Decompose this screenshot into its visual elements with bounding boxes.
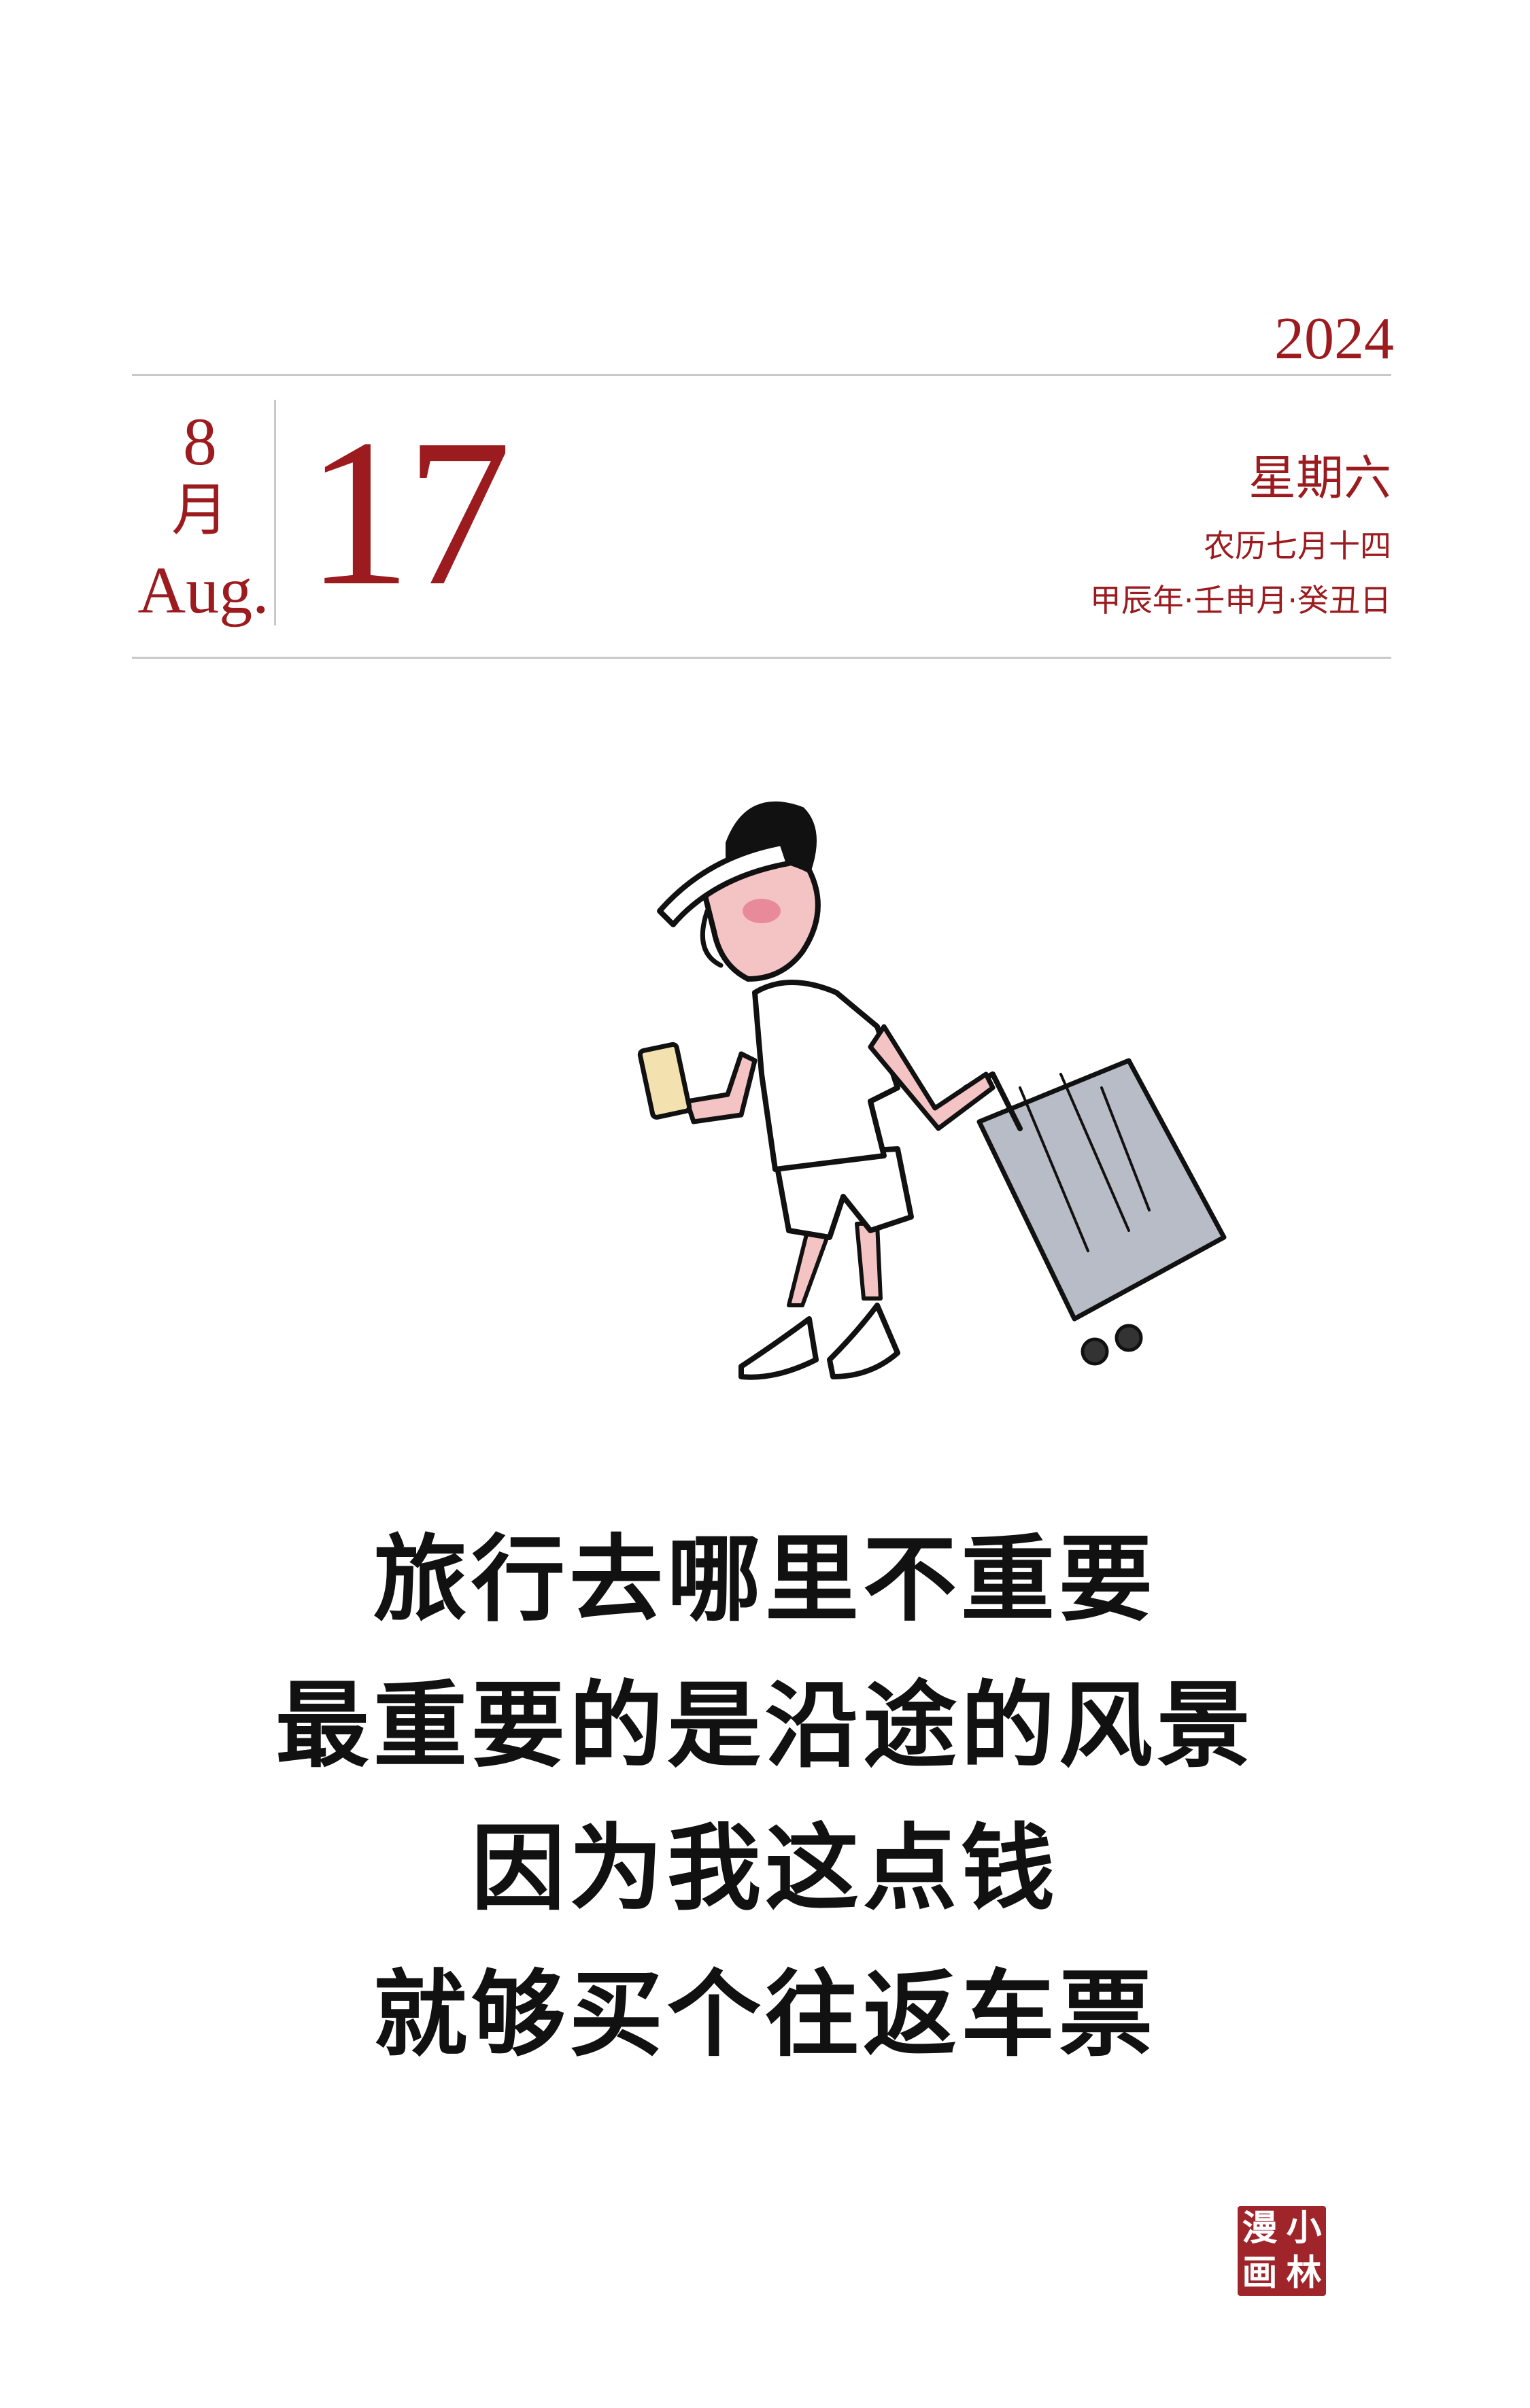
verse-line-1: 旅行去哪里不重要 (373, 1525, 1157, 1634)
shirt-icon (752, 980, 900, 1172)
seal-char: 林 (1286, 2253, 1322, 2294)
bottom-divider (132, 657, 1391, 659)
suitcase-icon (963, 1058, 1227, 1366)
seal-char: 小 (1286, 2208, 1322, 2249)
verse-line-3: 因为我这点钱 (471, 1814, 1059, 1923)
shorts-icon (772, 1146, 914, 1240)
verse-line-2: 最重要的是沿途的风景 (275, 1671, 1255, 1781)
cap-icon (657, 840, 792, 927)
verse-line-4: 就够买个往返车票 (373, 1960, 1157, 2069)
day-number: 17 (306, 396, 511, 630)
legs-icon (738, 1222, 900, 1380)
weekday: 星期六 (1248, 450, 1391, 506)
traveler-with-suitcase-illustration (637, 801, 1227, 1380)
vertical-divider (274, 400, 276, 625)
seal-char: 漫 (1242, 2208, 1278, 2249)
lunar-date: 农历七月十四 (1204, 528, 1391, 564)
month-number: 8 (183, 404, 217, 479)
year: 2024 (1274, 306, 1394, 372)
seal-char: 画 (1242, 2253, 1278, 2294)
month-english: Aug. (137, 554, 269, 627)
ganzhi-date: 甲辰年·壬申月·癸丑日 (1089, 582, 1391, 619)
top-divider (132, 374, 1391, 376)
artist-seal-stamp: 漫 小 画 林 (1238, 2206, 1326, 2296)
phone-icon (637, 1042, 692, 1120)
month-chinese: 月 (171, 477, 228, 543)
